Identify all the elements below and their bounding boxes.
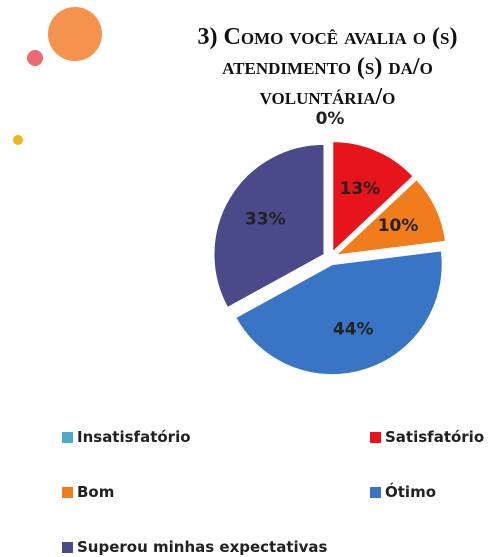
legend-label: Bom <box>77 483 115 501</box>
data-label: 44% <box>333 320 374 340</box>
decor-circle <box>48 7 102 61</box>
legend-label: Superou minhas expectativas <box>77 538 328 556</box>
data-label: 10% <box>378 216 419 236</box>
data-label: 13% <box>340 179 381 199</box>
pie-slice <box>235 250 443 376</box>
legend-swatch <box>62 486 73 498</box>
pie-slice <box>334 179 447 256</box>
legend-label: Satisfatório <box>385 428 485 446</box>
chart-title: 3) Como você avalia o (s) atendimento (s… <box>197 24 458 110</box>
data-label: 0% <box>316 109 345 129</box>
legend-label: Insatisfatório <box>77 428 191 446</box>
pie-slice <box>332 141 414 253</box>
legend-swatch <box>62 431 73 443</box>
data-label: 33% <box>245 210 286 230</box>
legend-item: Satisfatório <box>370 428 484 446</box>
legend-item: Insatisfatório <box>62 428 191 446</box>
legend-label: Ótimo <box>385 483 436 501</box>
legend-swatch <box>62 541 73 553</box>
legend-swatch <box>370 431 381 443</box>
legend-swatch <box>370 486 381 498</box>
legend-item: Ótimo <box>370 483 436 501</box>
legend-item: Bom <box>62 483 114 501</box>
decor-circle <box>13 135 23 145</box>
decor-circle <box>27 50 43 66</box>
pie-slice <box>213 143 325 309</box>
legend-item: Superou minhas expectativas <box>62 538 327 556</box>
